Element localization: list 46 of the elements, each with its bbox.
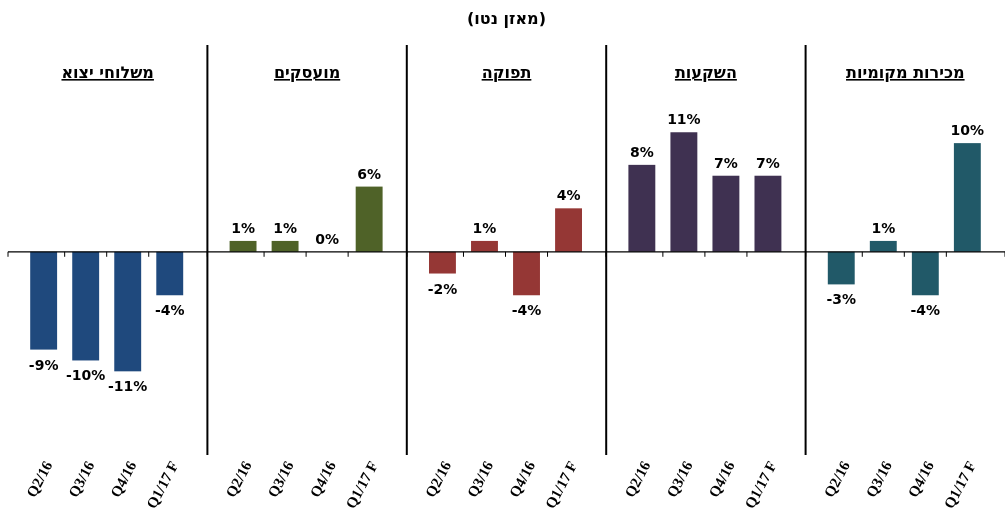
x-tick-label: Q2/16 xyxy=(422,458,455,500)
x-tick-label: Q3/16 xyxy=(862,458,896,500)
text: (מאזן נטו) xyxy=(467,9,546,28)
data-label: 1% xyxy=(472,219,497,236)
data-label: 1% xyxy=(273,219,297,236)
chart-title: מועסקים xyxy=(273,63,341,82)
data-label: 1% xyxy=(871,219,896,236)
x-tick-label: Q3/16 xyxy=(65,458,98,500)
data-label: -4% xyxy=(154,302,185,319)
x-tick-label: Q2/16 xyxy=(621,458,654,500)
chart-title: תפוקה xyxy=(481,63,532,82)
x-tick-label: Q1/17 F xyxy=(542,458,581,512)
x-tick-label: Q3/16 xyxy=(663,458,696,500)
x-tick-label: Q3/16 xyxy=(464,458,497,500)
data-label: -10% xyxy=(66,367,106,384)
chart-title: משלוחי יצוא xyxy=(61,63,154,82)
data-label: 0% xyxy=(315,230,340,247)
data-label: 8% xyxy=(629,143,654,160)
x-tick-label: Q2/16 xyxy=(222,458,255,500)
data-label: 6% xyxy=(357,165,382,182)
data-label: 7% xyxy=(714,154,738,171)
data-label: 7% xyxy=(756,154,780,171)
x-tick-label: Q2/16 xyxy=(23,458,56,500)
x-tick-label: Q1/17 F xyxy=(143,458,182,512)
data-label: -11% xyxy=(108,378,148,395)
data-label: -4% xyxy=(910,302,941,319)
data-label: -3% xyxy=(826,291,857,308)
x-tick-label: Q1/17 F xyxy=(741,458,780,512)
x-tick-label: Q1/17 F xyxy=(342,458,381,512)
x-tick-label: Q1/17 F xyxy=(940,458,980,512)
data-label: 11% xyxy=(667,111,701,128)
x-tick-label: Q4/16 xyxy=(904,458,938,500)
x-tick-label: Q4/16 xyxy=(306,458,340,500)
data-label: -2% xyxy=(427,280,458,297)
chart-title: מכירות מקומיות xyxy=(846,63,965,82)
data-label: -4% xyxy=(511,302,542,319)
x-tick-label: Q3/16 xyxy=(264,458,297,500)
data-label: 4% xyxy=(556,187,581,204)
x-tick-label: Q4/16 xyxy=(107,458,140,500)
chart-title: השקעות xyxy=(674,63,737,82)
data-label: 10% xyxy=(950,122,985,139)
data-label: -9% xyxy=(28,356,59,373)
data-label: 1% xyxy=(231,219,255,236)
x-tick-label: Q4/16 xyxy=(506,458,539,500)
x-tick-label: Q2/16 xyxy=(820,458,854,500)
x-tick-label: Q4/16 xyxy=(705,458,738,500)
